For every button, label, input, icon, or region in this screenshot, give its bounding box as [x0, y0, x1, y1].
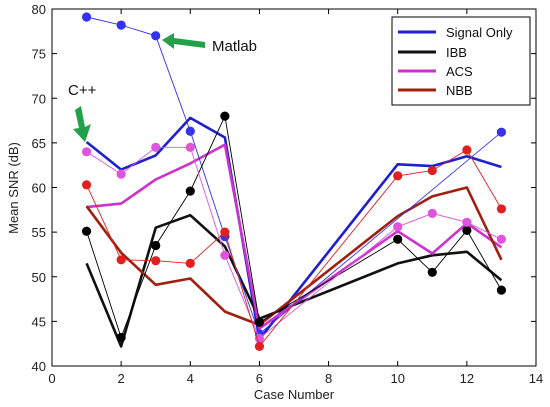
point-signal-only-matlab [81, 12, 92, 22]
point-signal-only-matlab [116, 20, 126, 30]
annotation-matlab: Matlab [162, 33, 257, 55]
series-line-ibb-c- [85, 213, 503, 348]
y-tick-label: 60 [32, 181, 46, 196]
legend-label-acs: ACS [446, 64, 473, 79]
x-axis-label: Case Number [254, 387, 335, 402]
point-acs-matlab [185, 142, 195, 152]
y-tick-label: 70 [32, 91, 46, 106]
point-nbb-matlab [116, 255, 126, 265]
x-axis: 0 2 4 6 8 10 12 14 [48, 9, 543, 386]
point-ibb-matlab [393, 234, 403, 244]
point-ibb-matlab [462, 225, 472, 235]
cpp-arrow-icon [73, 106, 91, 142]
legend: Signal Only IBB ACS NBB [391, 16, 531, 106]
x-tick-label: 0 [48, 371, 55, 386]
point-acs-matlab [151, 142, 161, 152]
point-acs-matlab [496, 234, 507, 244]
x-tick-label: 2 [118, 371, 125, 386]
y-axis: 40 45 50 55 60 65 70 75 80 [32, 2, 536, 374]
series-group [81, 12, 507, 351]
x-tick-label: 8 [325, 371, 332, 386]
series-line-nbb-c- [85, 186, 503, 327]
point-acs-matlab [254, 333, 265, 343]
matlab-arrow-icon [162, 33, 205, 49]
legend-label-nbb: NBB [446, 83, 473, 98]
series-connector-acs-matlab [86, 146, 502, 340]
x-tick-label: 14 [529, 371, 543, 386]
point-nbb-matlab [427, 165, 437, 176]
point-nbb-matlab [496, 204, 507, 214]
y-tick-label: 40 [32, 359, 46, 374]
series-line-acs-c- [86, 143, 503, 330]
y-tick-label: 55 [32, 225, 46, 240]
point-signal-only-matlab [185, 126, 195, 136]
y-tick-label: 80 [32, 2, 46, 17]
y-tick-label: 50 [32, 270, 46, 285]
matlab-label: Matlab [212, 38, 257, 55]
point-nbb-matlab [81, 180, 92, 190]
point-nbb-matlab [254, 341, 265, 351]
point-ibb-matlab [427, 267, 437, 277]
series-connector-ibb-matlab [86, 114, 502, 339]
series-connector-nbb-matlab [86, 149, 502, 348]
point-acs-matlab [116, 169, 126, 179]
cpp-label: C++ [68, 82, 97, 99]
annotation-cpp: C++ [68, 82, 97, 142]
point-signal-only-matlab [151, 31, 161, 41]
point-ibb-matlab [185, 186, 195, 196]
point-nbb-matlab [185, 258, 195, 268]
legend-label-signal-only: Signal Only [446, 25, 513, 40]
y-tick-label: 75 [32, 47, 46, 62]
point-signal-only-matlab [496, 127, 507, 137]
y-axis-label: Mean SNR (dB) [6, 142, 21, 234]
point-acs-matlab [462, 217, 472, 227]
point-acs-matlab [81, 147, 92, 157]
point-acs-matlab [393, 222, 403, 232]
point-ibb-matlab [220, 111, 230, 121]
legend-label-ibb: IBB [446, 45, 467, 60]
point-nbb-matlab [462, 145, 472, 155]
point-ibb-matlab [116, 332, 126, 343]
x-tick-label: 4 [187, 371, 194, 386]
point-nbb-matlab [220, 227, 230, 237]
x-tick-label: 12 [460, 371, 474, 386]
point-acs-matlab [220, 250, 230, 260]
y-tick-label: 45 [32, 314, 46, 329]
x-tick-label: 6 [256, 371, 263, 386]
point-ibb-matlab [254, 317, 265, 327]
point-nbb-matlab [151, 256, 161, 266]
point-ibb-matlab [151, 240, 161, 251]
y-tick-label: 65 [32, 136, 46, 151]
point-ibb-matlab [496, 285, 507, 295]
point-ibb-matlab [81, 226, 92, 236]
point-acs-matlab [427, 208, 437, 218]
point-nbb-matlab [393, 171, 403, 181]
x-tick-label: 10 [390, 371, 404, 386]
